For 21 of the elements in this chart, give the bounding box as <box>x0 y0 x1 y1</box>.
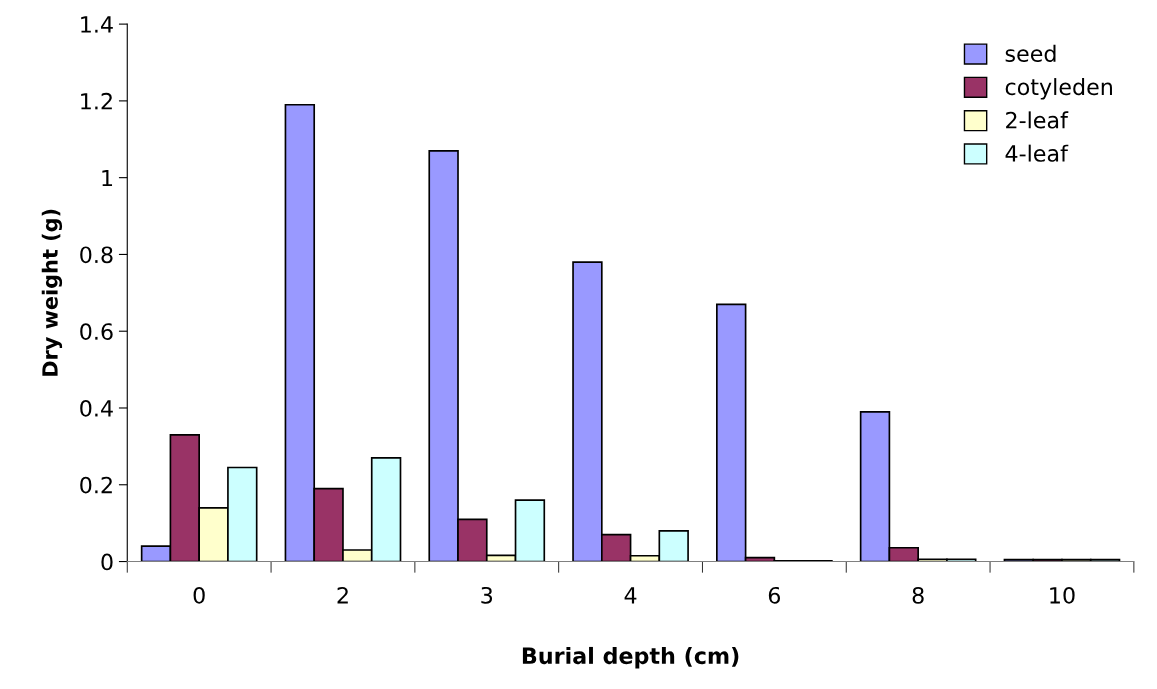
y-tick-label: 1 <box>102 169 113 187</box>
x-axis-title: Burial depth (cm) <box>522 646 739 669</box>
y-axis-title: Dry weight (g) <box>41 209 63 376</box>
x-tick-label: 3 <box>481 586 493 604</box>
y-tick-label: 0 <box>101 553 113 571</box>
legend-label: seed <box>1005 44 1056 62</box>
y-tick-label: 0.2 <box>80 476 112 494</box>
legend-label: cotyleden <box>1005 78 1112 100</box>
y-tick-label: 1.4 <box>81 16 113 33</box>
y-tick-label: 1.2 <box>81 92 112 110</box>
x-tick-label: 10 <box>1050 586 1075 604</box>
legend-label: 4-leaf <box>1005 144 1069 162</box>
x-tick-label: 6 <box>768 586 781 604</box>
y-tick-label: 0.4 <box>80 399 113 417</box>
y-tick-label: 0.8 <box>80 246 113 264</box>
x-tick-label: 0 <box>193 586 205 604</box>
x-tick-label: 8 <box>912 586 924 604</box>
x-tick-label: 2 <box>337 586 348 604</box>
legend-label: 2-leaf <box>1006 111 1069 129</box>
y-tick-label: 0.6 <box>80 323 113 340</box>
x-tick-label: 4 <box>624 587 637 604</box>
